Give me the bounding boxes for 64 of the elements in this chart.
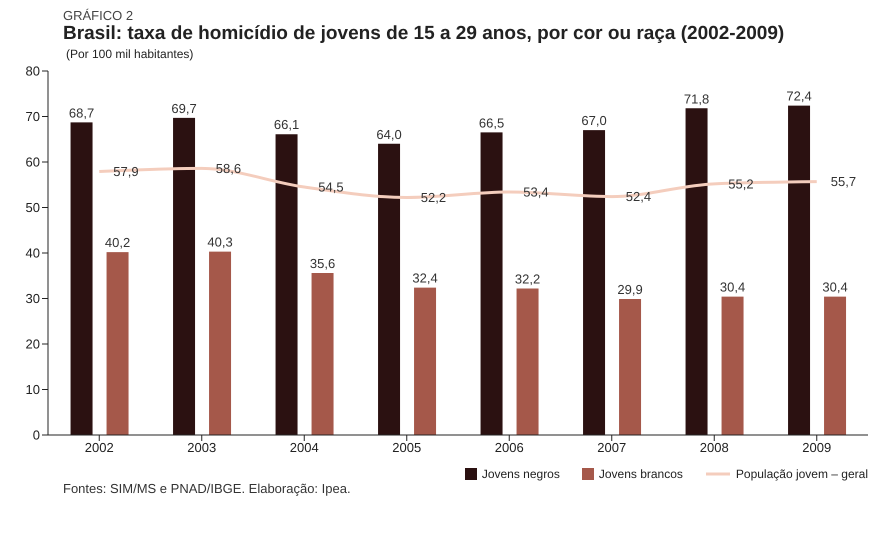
y-tick-label: 20 [26, 336, 40, 352]
y-tick-label: 40 [26, 246, 40, 261]
data-label: 40,3 [207, 234, 233, 250]
y-tick-label: 30 [26, 291, 40, 306]
x-tick-label: 2004 [290, 440, 319, 456]
data-label: 55,2 [728, 176, 754, 192]
data-label: 30,4 [720, 280, 746, 295]
data-label: 66,1 [274, 117, 300, 132]
legend-label: Jovens brancos [598, 467, 683, 481]
bar [619, 298, 642, 435]
x-tick-label: 2009 [802, 440, 832, 456]
bar [173, 118, 196, 435]
bar [276, 134, 298, 435]
bar [788, 106, 810, 435]
data-label: 32,2 [514, 271, 540, 286]
data-label: 66,5 [478, 115, 504, 130]
bar [516, 288, 539, 435]
bar [209, 252, 232, 435]
y-tick-label: 60 [26, 154, 40, 170]
y-tick-label: 70 [26, 109, 40, 124]
data-label: 68,7 [68, 105, 94, 120]
data-label: 29,9 [617, 282, 643, 297]
bar [312, 273, 334, 435]
text: Fontes: SIM/MS e PNAD/IBGE. Elaboração: Ipea. [63, 481, 352, 496]
data-label: 58,6 [216, 160, 242, 176]
bar [480, 132, 503, 435]
bar [722, 296, 744, 435]
data-label: 69,7 [171, 100, 197, 116]
x-tick-label: 2007 [597, 440, 626, 456]
data-label: 57,9 [113, 164, 139, 180]
data-label: 53,4 [523, 184, 549, 200]
data-label: 52,2 [420, 190, 446, 206]
x-tick-label: 2003 [187, 440, 216, 456]
bar [414, 288, 436, 435]
bar [378, 144, 400, 435]
legend-label: Jovens negros [482, 467, 560, 481]
y-tick-label: 10 [26, 382, 40, 398]
data-label: 64,0 [376, 126, 402, 142]
x-tick-label: 2005 [392, 440, 422, 456]
bar [583, 130, 606, 435]
data-label: 52,4 [626, 189, 652, 204]
chart-title: Brasil: taxa de homicídio de jovens de 15 a 29 anos, por cor ou raça (2002-2009) [63, 23, 786, 45]
text: GRÁFICO 2 [63, 8, 134, 23]
chart-subtitle: (Por 100 mil habitantes) [66, 47, 194, 61]
data-label: 67,0 [581, 113, 607, 128]
y-tick-label: 80 [26, 64, 40, 79]
y-tick-label: 0 [32, 428, 40, 443]
data-label: 54,5 [318, 180, 344, 195]
data-label: 40,2 [104, 235, 130, 250]
bar [686, 108, 708, 435]
data-label: 30,4 [822, 280, 848, 295]
bar [106, 252, 129, 435]
legend-label: População jovem – geral [736, 467, 868, 481]
data-label: 71,8 [684, 91, 710, 106]
data-label: 32,4 [412, 270, 438, 286]
bar [824, 296, 846, 435]
bar [70, 122, 93, 435]
x-tick-label: 2002 [84, 440, 114, 456]
x-tick-label: 2008 [700, 440, 729, 456]
data-label: 72,4 [786, 88, 812, 104]
x-tick-label: 2006 [494, 440, 524, 456]
data-label: 35,6 [310, 256, 336, 272]
data-label: 55,7 [830, 174, 856, 190]
y-tick-label: 50 [26, 200, 40, 216]
